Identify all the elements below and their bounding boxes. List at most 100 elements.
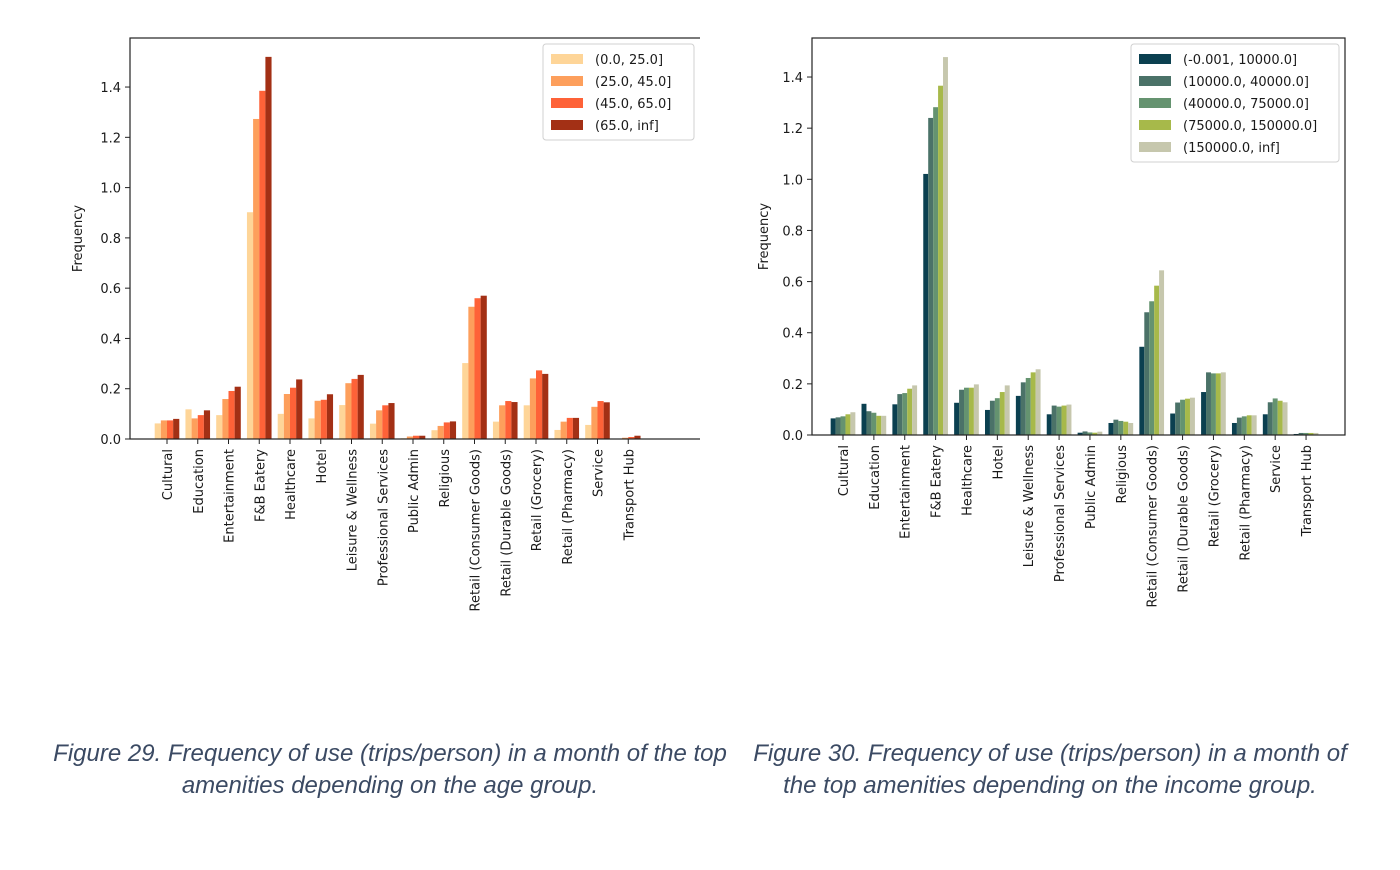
bar-public-admin-1 [1077, 432, 1083, 435]
plot-frame [811, 37, 1346, 436]
y-axis: 0.0 0.2 0.4 0.6 0.8 1.0 1.2 1.4 Frequency [757, 71, 812, 444]
bar-education-4 [203, 410, 211, 439]
bar-cultural-1 [830, 418, 836, 435]
x-tick-label: Transport Hub [622, 449, 637, 541]
legend-swatch-4 [1139, 120, 1171, 130]
y-axis-label: Frequency [757, 203, 772, 270]
legend-label-1: (-0.001, 10000.0] [1183, 53, 1297, 68]
x-tick-label: Education [192, 449, 207, 514]
bar-public-admin-3 [413, 435, 420, 439]
legend: (0.0, 25.0] (25.0, 45.0] (45.0, 65.0] (65.0… [542, 43, 695, 141]
x-tick-label: Hotel [315, 449, 330, 483]
bar-professional-services-4 [1061, 405, 1067, 435]
x-tick-label: Retail (Pharmacy) [1238, 445, 1253, 561]
x-tick-label: Religious [438, 449, 453, 508]
bar-transport-hub-4 [634, 435, 641, 439]
bar-retail-pharmacy-2 [1236, 417, 1242, 435]
bar-retail-consumer-goods-3 [474, 298, 481, 439]
x-tick-label: Leisure & Wellness [1022, 445, 1037, 567]
legend-label-1: (0.0, 25.0] [595, 53, 663, 68]
bar-public-admin-2 [406, 436, 413, 439]
bar-retail-grocery-2 [1206, 372, 1211, 435]
bar-hotel-4 [999, 392, 1005, 435]
legend-label-5: (150000.0, inf] [1183, 141, 1280, 156]
bar-public-admin-5 [1097, 431, 1103, 435]
x-tick-label: Retail (Consumer Goods) [1146, 445, 1161, 607]
bar-service-1 [585, 424, 592, 439]
bar-service-4 [1277, 400, 1283, 435]
bars [830, 57, 1319, 436]
legend-swatch-5 [1139, 142, 1171, 152]
bar-religious-3 [443, 422, 450, 439]
bar-hotel-1 [308, 418, 315, 439]
x-tick-label: Transport Hub [1300, 445, 1315, 537]
bar-public-admin-4 [419, 435, 426, 439]
legend: (-0.001, 10000.0] (10000.0, 40000.0] (4000… [1130, 43, 1340, 163]
bar-retail-consumer-goods-2 [468, 306, 475, 439]
legend-label-2: (10000.0, 40000.0] [1183, 75, 1309, 90]
y-tick-label: 1.0 [782, 173, 803, 188]
bar-retail-consumer-goods-3 [1149, 301, 1155, 435]
bar-education-5 [881, 415, 887, 435]
bar-retail-consumer-goods-2 [1144, 312, 1150, 435]
bar-f-b-eatery-4 [938, 85, 944, 436]
legend-label-3: (40000.0, 75000.0] [1183, 97, 1309, 112]
bar-professional-services-2 [1051, 405, 1057, 435]
bar-cultural-1 [154, 423, 161, 439]
x-tick-label: Retail (Durable Goods) [499, 449, 514, 597]
bar-religious-2 [1113, 419, 1119, 435]
bar-f-b-eatery-4 [265, 56, 272, 440]
bar-transport-hub-2 [1298, 432, 1304, 435]
bar-education-3 [871, 412, 877, 435]
bar-transport-hub-2 [622, 437, 629, 439]
bar-retail-pharmacy-2 [560, 421, 567, 439]
bar-entertainment-4 [907, 388, 913, 435]
y-tick-label: 1.2 [782, 122, 803, 137]
bar-entertainment-1 [892, 404, 898, 435]
bar-professional-services-1 [1046, 414, 1052, 435]
bar-retail-consumer-goods-1 [462, 363, 469, 439]
bar-cultural-3 [167, 420, 174, 439]
bar-healthcare-1 [277, 413, 284, 439]
bar-leisure-wellness-3 [351, 378, 358, 439]
y-tick-label: 0.8 [782, 224, 803, 239]
bar-service-3 [1272, 398, 1278, 435]
x-axis: Cultural Education Entertainment F&B Eatery… [837, 435, 1315, 607]
y-tick-label: 0.2 [100, 383, 121, 398]
bar-cultural-2 [160, 420, 167, 439]
legend-swatch-2 [1139, 76, 1171, 86]
x-tick-label: Retail (Consumer Goods) [469, 449, 484, 611]
bar-retail-pharmacy-5 [1251, 415, 1257, 435]
figure-29-caption: Figure 29. Frequency of use (trips/perso… [53, 740, 727, 799]
bar-retail-durable-goods-1 [492, 421, 500, 439]
bar-f-b-eatery-2 [253, 118, 260, 439]
bar-professional-services-4 [388, 403, 395, 439]
legend-swatch-4 [551, 120, 583, 130]
bar-public-admin-4 [1092, 432, 1098, 435]
bar-leisure-wellness-2 [1020, 382, 1026, 435]
bar-leisure-wellness-1 [1015, 395, 1021, 435]
bar-service-2 [1267, 402, 1273, 435]
x-tick-label: Retail (Pharmacy) [561, 449, 576, 565]
bar-hotel-3 [320, 399, 327, 439]
bar-retail-durable-goods-2 [1175, 402, 1181, 435]
legend-swatch-2 [551, 76, 583, 86]
bar-cultural-5 [850, 412, 856, 435]
bar-healthcare-2 [959, 389, 965, 435]
bar-retail-consumer-goods-4 [1154, 285, 1160, 435]
bar-leisure-wellness-3 [1025, 377, 1031, 435]
y-tick-label: 0.0 [100, 433, 121, 448]
x-tick-label: F&B Eatery [930, 445, 945, 518]
bar-service-4 [603, 402, 610, 439]
bar-leisure-wellness-2 [345, 383, 352, 439]
bar-service-3 [597, 401, 604, 439]
bar-professional-services-3 [382, 405, 389, 439]
bar-cultural-4 [173, 418, 180, 439]
legend-swatch-3 [551, 98, 583, 108]
bar-retail-pharmacy-3 [1241, 416, 1247, 435]
x-tick-label: Retail (Grocery) [1207, 445, 1222, 547]
bar-hotel-5 [1004, 385, 1010, 435]
y-tick-label: 0.0 [782, 429, 803, 444]
income-group-bar-chart: 0.0 0.2 0.4 0.6 0.8 1.0 1.2 1.4 Frequency Cultura… [757, 37, 1346, 607]
bar-retail-consumer-goods-5 [1159, 270, 1165, 435]
